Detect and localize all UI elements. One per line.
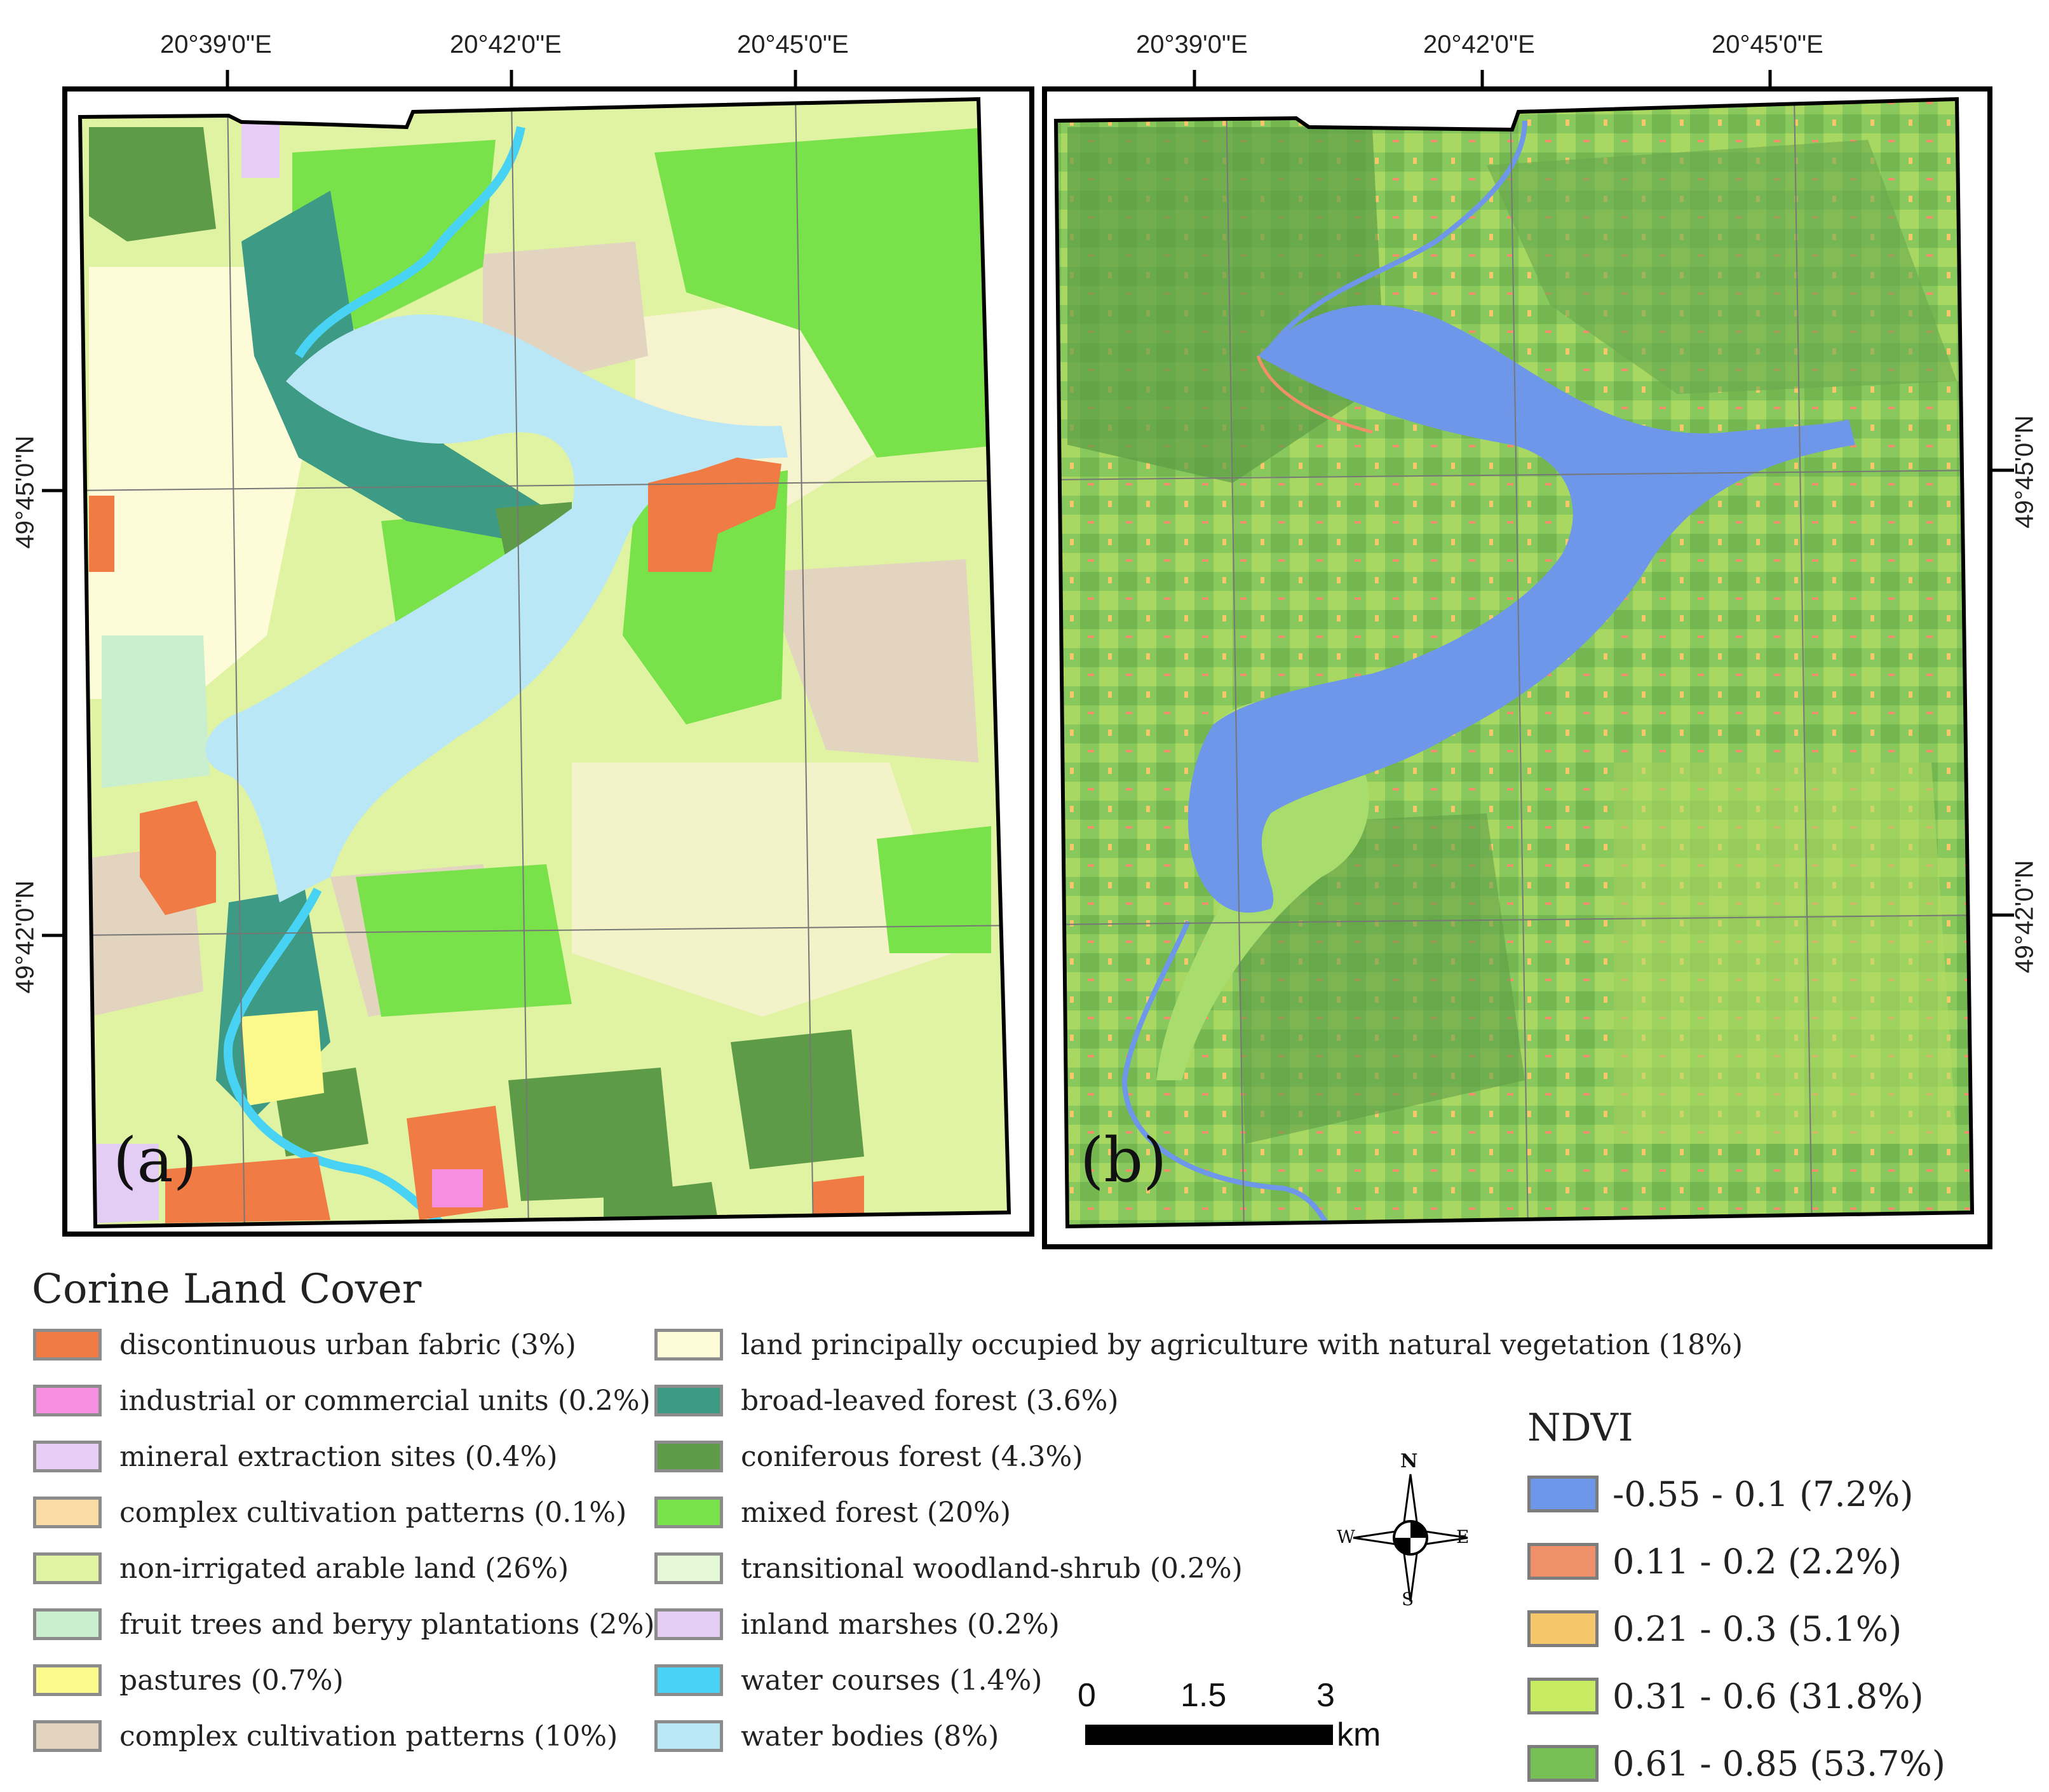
ndvi-swatch	[1527, 1678, 1599, 1714]
legend-item-urban-fabric: discontinuous urban fabric (3%)	[33, 1326, 576, 1364]
legend-swatch	[654, 1664, 723, 1696]
legend-item-woodland-shrub: transitional woodland-shrub (0.2%)	[654, 1549, 1243, 1587]
legend-item-inland-marshes: inland marshes (0.2%)	[654, 1605, 1060, 1643]
scale-unit: km	[1337, 1716, 1381, 1753]
legend-swatch	[33, 1608, 102, 1640]
legend-item-industrial: industrial or commercial units (0.2%)	[33, 1381, 651, 1420]
ndvi-swatch	[1527, 1610, 1599, 1647]
compass-s: S	[1402, 1589, 1414, 1610]
legend-swatch	[654, 1441, 723, 1472]
compass-e: E	[1456, 1526, 1470, 1547]
legend-item-mixed-forest: mixed forest (20%)	[654, 1493, 1011, 1531]
ndvi-item-4: 0.31 - 0.6 (31.8%)	[1527, 1674, 1924, 1718]
legend-label: complex cultivation patterns (0.1%)	[119, 1496, 627, 1529]
map-b-lon-tick-1: 20°39'0"E	[1136, 31, 1248, 58]
legend-swatch	[33, 1329, 102, 1361]
legend-swatch	[654, 1385, 723, 1416]
legend-label: non-irrigated arable land (26%)	[119, 1552, 569, 1585]
corine-legend-title: Corine Land Cover	[32, 1266, 422, 1313]
ndvi-label: 0.31 - 0.6 (31.8%)	[1613, 1676, 1924, 1716]
ndvi-label: -0.55 - 0.1 (7.2%)	[1613, 1474, 1914, 1514]
legend-item-complex-cultivation-a: complex cultivation patterns (0.1%)	[33, 1493, 626, 1531]
scale-label-0: 0	[1078, 1677, 1096, 1714]
map-a-land-cover	[42, 70, 1011, 1229]
ndvi-swatch	[1527, 1745, 1599, 1782]
ndvi-item-2: 0.11 - 0.2 (2.2%)	[1527, 1539, 1902, 1584]
legend-label: land principally occupied by agriculture…	[741, 1328, 1743, 1361]
map-a-lon-tick-2: 20°42'0"E	[450, 31, 562, 58]
ndvi-swatch	[1527, 1476, 1599, 1512]
compass-n: N	[1400, 1450, 1418, 1472]
legend-label: pastures (0.7%)	[119, 1664, 344, 1697]
legend-label: mineral extraction sites (0.4%)	[119, 1440, 558, 1473]
scale-label-3: 3	[1316, 1677, 1335, 1714]
ndvi-legend-title: NDVI	[1527, 1406, 1633, 1450]
legend-label: fruit trees and beryy plantations (2%)	[119, 1608, 655, 1641]
ndvi-swatch	[1527, 1543, 1599, 1580]
legend-label: industrial or commercial units (0.2%)	[119, 1384, 651, 1417]
legend-swatch	[33, 1552, 102, 1584]
legend-item-water-courses: water courses (1.4%)	[654, 1661, 1042, 1699]
ndvi-label: 0.21 - 0.3 (5.1%)	[1613, 1608, 1902, 1649]
map-b-lon-tick-2: 20°42'0"E	[1423, 31, 1535, 58]
legend-swatch	[654, 1497, 723, 1528]
legend-label: water bodies (8%)	[741, 1720, 999, 1753]
map-b-panel-label: (b)	[1080, 1125, 1167, 1196]
ndvi-label: 0.61 - 0.85 (53.7%)	[1613, 1743, 1945, 1784]
legend-swatch	[654, 1552, 723, 1584]
legend-label: transitional woodland-shrub (0.2%)	[741, 1552, 1243, 1585]
legend-swatch	[654, 1329, 723, 1361]
legend-item-coniferous: coniferous forest (4.3%)	[654, 1437, 1083, 1476]
ndvi-label: 0.11 - 0.2 (2.2%)	[1613, 1541, 1902, 1582]
ndvi-item-1: -0.55 - 0.1 (7.2%)	[1527, 1472, 1913, 1516]
legend-item-arable: non-irrigated arable land (26%)	[33, 1549, 569, 1587]
legend-swatch	[33, 1720, 102, 1752]
legend-label: broad-leaved forest (3.6%)	[741, 1384, 1119, 1417]
legend-label: mixed forest (20%)	[741, 1496, 1011, 1529]
north-arrow-icon	[1353, 1474, 1468, 1602]
legend-item-mineral: mineral extraction sites (0.4%)	[33, 1437, 558, 1476]
legend-label: inland marshes (0.2%)	[741, 1608, 1060, 1641]
map-b-lon-tick-3: 20°45'0"E	[1712, 31, 1823, 58]
legend-item-fruit-trees: fruit trees and beryy plantations (2%)	[33, 1605, 654, 1643]
legend-item-water-bodies: water bodies (8%)	[654, 1717, 999, 1755]
legend-label: coniferous forest (4.3%)	[741, 1440, 1083, 1473]
legend-swatch	[33, 1441, 102, 1472]
compass-w: W	[1337, 1526, 1355, 1547]
legend-swatch	[654, 1720, 723, 1752]
legend-label: discontinuous urban fabric (3%)	[119, 1328, 576, 1361]
legend-label: water courses (1.4%)	[741, 1664, 1043, 1697]
legend-item-agri-natural: land principally occupied by agriculture…	[654, 1326, 1743, 1364]
scale-label-1-5: 1.5	[1180, 1677, 1227, 1714]
map-a-lon-tick-1: 20°39'0"E	[160, 31, 272, 58]
legend-swatch	[33, 1497, 102, 1528]
legend-swatch	[33, 1664, 102, 1696]
ndvi-item-3: 0.21 - 0.3 (5.1%)	[1527, 1606, 1902, 1651]
map-a-panel-label: (a)	[113, 1125, 198, 1196]
legend-swatch	[33, 1385, 102, 1416]
map-b-ndvi	[1053, 70, 2014, 1229]
map-a-lon-tick-3: 20°45'0"E	[737, 31, 849, 58]
legend-item-broad-leaved: broad-leaved forest (3.6%)	[654, 1381, 1119, 1420]
legend-item-complex-cultivation-b: complex cultivation patterns (10%)	[33, 1717, 618, 1755]
legend-label: complex cultivation patterns (10%)	[119, 1720, 618, 1753]
ndvi-item-5: 0.61 - 0.85 (53.7%)	[1527, 1741, 1945, 1786]
scale-bar	[1085, 1725, 1333, 1745]
legend-item-pastures: pastures (0.7%)	[33, 1661, 344, 1699]
legend-swatch	[654, 1608, 723, 1640]
